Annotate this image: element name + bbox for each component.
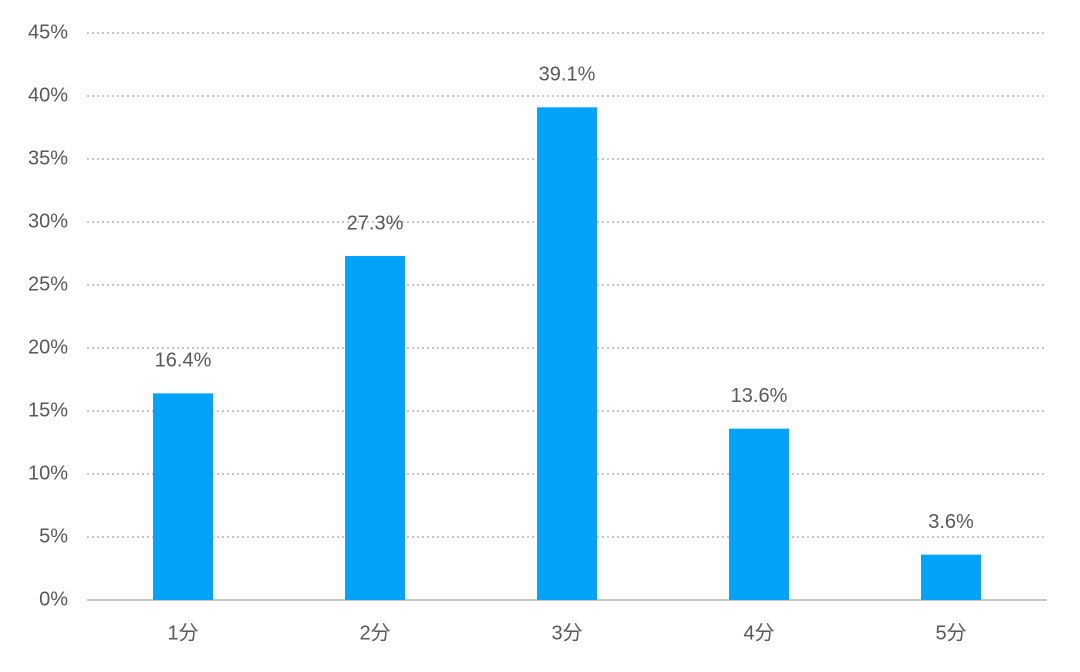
x-tick-label: 2分 (359, 621, 390, 644)
y-tick-label: 45% (28, 21, 68, 43)
bar (345, 256, 405, 600)
value-label: 16.4% (155, 350, 212, 372)
value-label: 13.6% (731, 385, 788, 407)
y-tick-label: 25% (28, 273, 68, 295)
bar (729, 428, 789, 600)
x-tick-label: 3分 (551, 621, 582, 644)
value-label: 27.3% (347, 212, 404, 234)
bar (921, 554, 981, 600)
y-tick-label: 0% (39, 588, 68, 610)
value-label: 3.6% (928, 511, 974, 533)
y-tick-label: 30% (28, 210, 68, 232)
y-tick-label: 35% (28, 147, 68, 169)
value-label: 39.1% (539, 64, 596, 86)
y-tick-label: 10% (28, 462, 68, 484)
y-tick-label: 5% (39, 525, 68, 547)
y-tick-label: 20% (28, 336, 68, 358)
x-tick-label: 5分 (935, 621, 966, 644)
x-tick-label: 4分 (743, 621, 774, 644)
y-tick-label: 15% (28, 399, 68, 421)
bar (153, 393, 213, 600)
bar (537, 107, 597, 600)
x-tick-label: 1分 (167, 621, 198, 644)
y-tick-label: 40% (28, 84, 68, 106)
